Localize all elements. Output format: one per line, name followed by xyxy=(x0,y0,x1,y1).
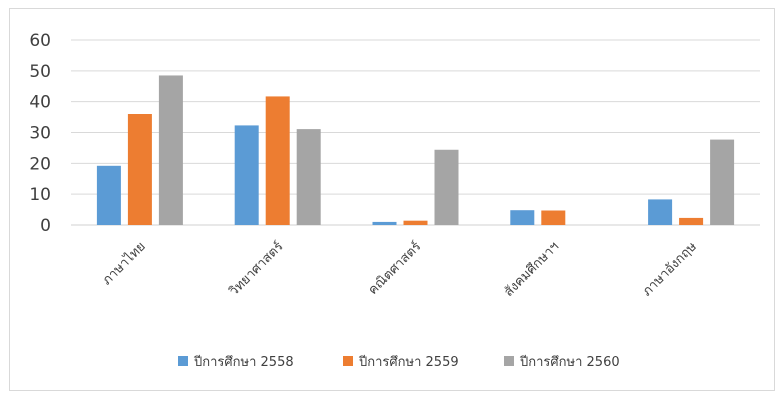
legend-label: ปีการศึกษา 2559 xyxy=(358,354,459,370)
bar xyxy=(234,125,259,225)
bar xyxy=(158,75,183,225)
bars xyxy=(96,75,735,225)
bar xyxy=(265,96,290,225)
gridlines xyxy=(71,39,760,226)
bar xyxy=(648,199,673,225)
bar xyxy=(434,149,459,225)
y-axis-ticks: 0 10 20 30 40 50 60 xyxy=(29,31,51,236)
bar xyxy=(541,210,566,225)
bar xyxy=(679,217,704,225)
x-tick-label: คณิตศาสตร์ xyxy=(365,239,424,298)
x-tick-label: ภาษาไทย xyxy=(99,239,149,289)
y-tick-label: 40 xyxy=(29,93,51,113)
bar xyxy=(510,210,535,225)
bar xyxy=(710,139,735,225)
legend-swatch xyxy=(504,356,514,366)
legend-swatch xyxy=(178,356,188,366)
y-tick-label: 50 xyxy=(29,62,51,82)
legend-label: ปีการศึกษา 2558 xyxy=(193,354,294,370)
bar xyxy=(296,129,321,225)
legend-swatch xyxy=(343,356,353,366)
x-tick-label: สังคมศึกษาฯ xyxy=(501,239,562,300)
y-tick-label: 20 xyxy=(29,154,51,174)
bar xyxy=(127,114,152,225)
y-tick-label: 0 xyxy=(40,216,51,236)
y-tick-label: 30 xyxy=(29,124,51,144)
x-axis-ticks: ภาษาไทย วิทยาศาสตร์ คณิตศาสตร์ สังคมศึกษาฯ ภ… xyxy=(99,239,700,300)
x-tick-label: ภาษาอังกฤษ xyxy=(640,239,701,300)
bar xyxy=(96,165,121,225)
y-tick-label: 60 xyxy=(29,31,51,51)
y-tick-label: 10 xyxy=(29,185,51,205)
x-tick-label: วิทยาศาสตร์ xyxy=(225,239,286,300)
bar xyxy=(403,220,428,225)
bar xyxy=(372,221,397,225)
legend-label: ปีการศึกษา 2560 xyxy=(519,354,620,370)
legend: ปีการศึกษา 2558 ปีการศึกษา 2559 ปีการศึกษา… xyxy=(178,354,620,370)
